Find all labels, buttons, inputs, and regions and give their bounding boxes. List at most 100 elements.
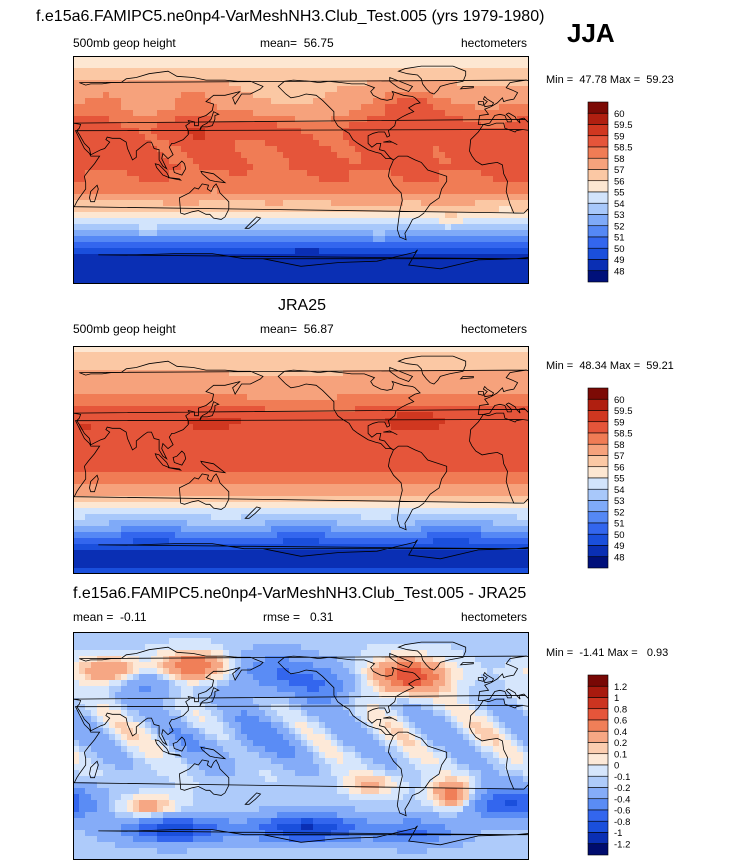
grid-cell — [235, 68, 242, 75]
grid-cell — [445, 442, 452, 449]
grid-cell — [97, 176, 104, 183]
colorbar-box — [587, 101, 609, 114]
contour-fill — [73, 56, 529, 284]
grid-cell — [115, 188, 122, 195]
grid-cell — [421, 80, 428, 87]
grid-cell — [73, 352, 80, 359]
grid-cell — [163, 466, 170, 473]
grid-cell — [337, 364, 344, 371]
grid-cell — [523, 248, 529, 255]
grid-cell — [133, 98, 140, 105]
grid-cell — [73, 472, 80, 479]
grid-cell — [289, 74, 296, 81]
grid-cell — [409, 448, 416, 455]
grid-cell — [169, 236, 176, 243]
grid-cell — [295, 98, 302, 105]
grid-cell — [505, 134, 512, 141]
grid-cell — [163, 224, 170, 231]
grid-cell — [463, 502, 470, 509]
season-label: JJA — [567, 18, 615, 48]
grid-cell — [247, 116, 254, 123]
grid-cell — [271, 176, 278, 183]
grid-cell — [523, 272, 529, 279]
grid-cell — [481, 182, 488, 189]
grid-cell — [457, 272, 464, 279]
grid-cell — [247, 236, 254, 243]
grid-cell — [325, 436, 332, 443]
grid-cell — [439, 460, 446, 467]
grid-cell — [85, 212, 92, 219]
grid-cell — [343, 496, 350, 503]
grid-cell — [415, 56, 422, 63]
grid-cell — [277, 158, 284, 165]
grid-cell — [433, 80, 440, 87]
grid-cell — [421, 248, 428, 255]
grid-cell — [433, 376, 440, 383]
panel-center-label: mean= 56.75 — [260, 36, 334, 50]
grid-cell — [193, 104, 200, 111]
grid-cell — [169, 490, 176, 497]
grid-cell — [247, 394, 254, 401]
grid-cell — [511, 236, 518, 243]
grid-cell — [175, 394, 182, 401]
grid-cell — [139, 152, 146, 159]
grid-cell — [115, 490, 122, 497]
grid-cell — [433, 278, 440, 284]
grid-cell — [409, 442, 416, 449]
grid-cell — [313, 212, 320, 219]
grid-cell — [289, 56, 296, 63]
grid-cell — [217, 478, 224, 485]
grid-cell — [169, 406, 176, 413]
grid-cell — [451, 430, 458, 437]
grid-cell — [445, 278, 452, 284]
grid-cell — [499, 460, 506, 467]
grid-cell — [247, 364, 254, 371]
grid-cell — [115, 116, 122, 123]
grid-cell — [487, 158, 494, 165]
grid-cell — [199, 478, 206, 485]
grid-cell — [289, 62, 296, 69]
grid-cell — [337, 110, 344, 117]
grid-cell — [433, 358, 440, 365]
grid-cell — [103, 454, 110, 461]
grid-cell — [301, 98, 308, 105]
grid-cell — [133, 472, 140, 479]
grid-cell — [91, 74, 98, 81]
grid-cell — [265, 376, 272, 383]
grid-cell — [475, 254, 482, 261]
grid-cell — [73, 502, 80, 509]
grid-cell — [355, 236, 362, 243]
grid-cell — [289, 272, 296, 279]
grid-cell — [505, 230, 512, 237]
grid-cell — [103, 278, 110, 284]
grid-cell — [79, 62, 86, 69]
grid-cell — [301, 460, 308, 467]
grid-cell — [391, 478, 398, 485]
grid-cell — [487, 484, 494, 491]
colorbar-tick-label: 57 — [614, 165, 625, 176]
grid-cell — [433, 382, 440, 389]
grid-cell — [385, 424, 392, 431]
grid-cell — [427, 110, 434, 117]
grid-cell — [295, 490, 302, 497]
grid-cell — [277, 68, 284, 75]
grid-cell — [427, 68, 434, 75]
grid-cell — [373, 212, 380, 219]
grid-cell — [505, 442, 512, 449]
grid-cell — [211, 352, 218, 359]
grid-cell — [91, 68, 98, 75]
grid-cell — [157, 152, 164, 159]
grid-cell — [463, 182, 470, 189]
grid-cell — [151, 254, 158, 261]
grid-cell — [85, 152, 92, 159]
grid-cell — [367, 194, 374, 201]
grid-cell — [355, 224, 362, 231]
grid-cell — [259, 62, 266, 69]
grid-cell — [361, 472, 368, 479]
grid-cell — [241, 152, 248, 159]
grid-cell — [79, 454, 86, 461]
grid-cell — [145, 182, 152, 189]
grid-cell — [367, 502, 374, 509]
grid-cell — [223, 122, 230, 129]
grid-cell — [343, 472, 350, 479]
